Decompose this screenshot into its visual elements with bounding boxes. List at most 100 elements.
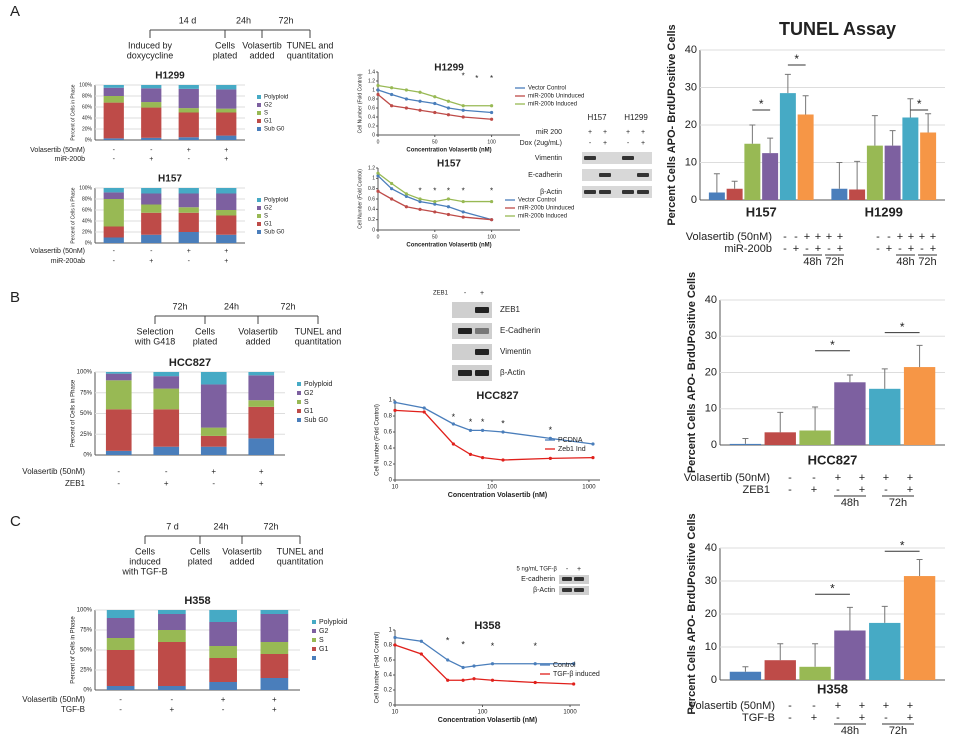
y-tick-label: 100% <box>77 370 93 376</box>
timeline-step: quantitation <box>295 336 342 346</box>
legend-swatch <box>312 656 316 660</box>
bar-segment <box>104 88 124 96</box>
bar-segment <box>141 102 161 108</box>
bar-segment <box>261 678 289 690</box>
blot-cell-line: H157 <box>587 113 607 122</box>
significance: * <box>794 52 799 66</box>
significance: * <box>475 74 478 83</box>
bar-segment <box>261 614 289 642</box>
blot-header-mark: + <box>626 129 630 136</box>
timeline-step: with G418 <box>134 336 176 346</box>
y-tick-label: 40% <box>82 115 93 121</box>
bar-segment <box>158 630 186 642</box>
bar-segment <box>107 610 135 618</box>
condition-mark: + <box>826 231 832 243</box>
condition-label: Volasertib (50nM) <box>689 700 775 712</box>
y-tick-label: 0.8 <box>384 643 393 649</box>
condition-label: Volasertib (50nM) <box>30 147 85 154</box>
bar-segment <box>179 89 199 108</box>
condition-label: Volasertib (50nM) <box>22 695 85 704</box>
bar <box>798 115 814 201</box>
bar-segment <box>158 642 186 686</box>
blot-band <box>584 190 596 194</box>
condition-mark: + <box>907 472 913 484</box>
bar-segment <box>153 389 179 410</box>
condition-mark: + <box>804 231 810 243</box>
time-label: 48h <box>803 256 821 268</box>
blot-band <box>637 190 649 194</box>
bar-segment <box>104 96 124 103</box>
bar-segment <box>216 216 236 235</box>
data-point <box>481 456 484 459</box>
condition-mark: - <box>783 231 787 243</box>
y-tick-label: 10 <box>705 403 717 415</box>
legend-label: S <box>304 399 309 406</box>
legend-label: Polyploid <box>319 619 348 626</box>
blot-band <box>475 328 489 334</box>
data-point <box>447 106 450 109</box>
legend-swatch <box>297 400 301 404</box>
condition-mark: + <box>221 695 226 704</box>
condition-mark: - <box>165 467 168 476</box>
legend-label: G1 <box>264 222 273 228</box>
condition-mark: + <box>224 147 228 154</box>
condition-mark: + <box>859 712 865 724</box>
condition-mark: - <box>783 243 787 255</box>
data-point <box>418 91 421 94</box>
y-tick-label: 100% <box>77 608 93 614</box>
data-point <box>390 93 393 96</box>
data-point <box>462 200 465 203</box>
timeline-interval: 7 d <box>166 521 179 531</box>
timeline-step: plated <box>213 50 238 60</box>
y-tick-label: 0.4 <box>384 446 393 452</box>
legend-label: Control <box>553 662 576 669</box>
timeline-step: Induced by <box>128 40 173 50</box>
bar-segment <box>104 103 124 139</box>
y-tick-label: 100% <box>79 185 92 191</box>
data-point <box>462 210 465 213</box>
bar <box>849 190 865 201</box>
y-tick-label: 1 <box>372 176 375 182</box>
bar <box>869 623 900 680</box>
condition-mark: + <box>164 479 169 488</box>
condition-mark: + <box>859 700 865 712</box>
blot-band-label: Vimentin <box>500 347 531 356</box>
blot-band <box>622 156 634 160</box>
condition-mark: + <box>793 243 799 255</box>
condition-mark: + <box>815 243 821 255</box>
data-point <box>490 104 493 107</box>
condition-mark: + <box>811 712 817 724</box>
significance: * <box>830 581 835 595</box>
bar-segment <box>216 194 236 211</box>
significance: * <box>490 186 493 195</box>
y-axis-label: Percent Cells APO- BrdUPositive Cells <box>686 272 698 473</box>
data-point <box>491 679 494 682</box>
legend-label: G2 <box>319 628 328 635</box>
bar-segment <box>216 109 236 113</box>
condition-mark: + <box>835 700 841 712</box>
y-tick-label: 25% <box>80 668 93 674</box>
time-label: 72h <box>889 497 907 509</box>
condition-mark: + <box>883 472 889 484</box>
data-point <box>376 84 379 87</box>
condition-mark: + <box>907 700 913 712</box>
data-point <box>418 197 421 200</box>
data-point <box>447 205 450 208</box>
data-point <box>469 429 472 432</box>
significance: * <box>481 417 485 427</box>
x-axis-label: Concentration Volasertib (nM) <box>438 717 537 724</box>
condition-mark: - <box>119 705 122 714</box>
y-tick-label: 30 <box>685 81 697 93</box>
y-axis-label: Percent of Cells in Phase <box>70 84 76 140</box>
condition-mark: + <box>930 243 936 255</box>
significance: * <box>446 636 450 646</box>
chart-title: TUNEL Assay <box>779 19 896 39</box>
data-point <box>433 210 436 213</box>
bar-segment <box>201 428 227 436</box>
legend-swatch <box>257 222 261 226</box>
legend-label: Zeb1 Ind <box>558 446 586 453</box>
significance: * <box>501 418 505 428</box>
significance: * <box>490 74 493 83</box>
condition-mark: - <box>812 472 816 484</box>
condition-mark: + <box>908 243 914 255</box>
